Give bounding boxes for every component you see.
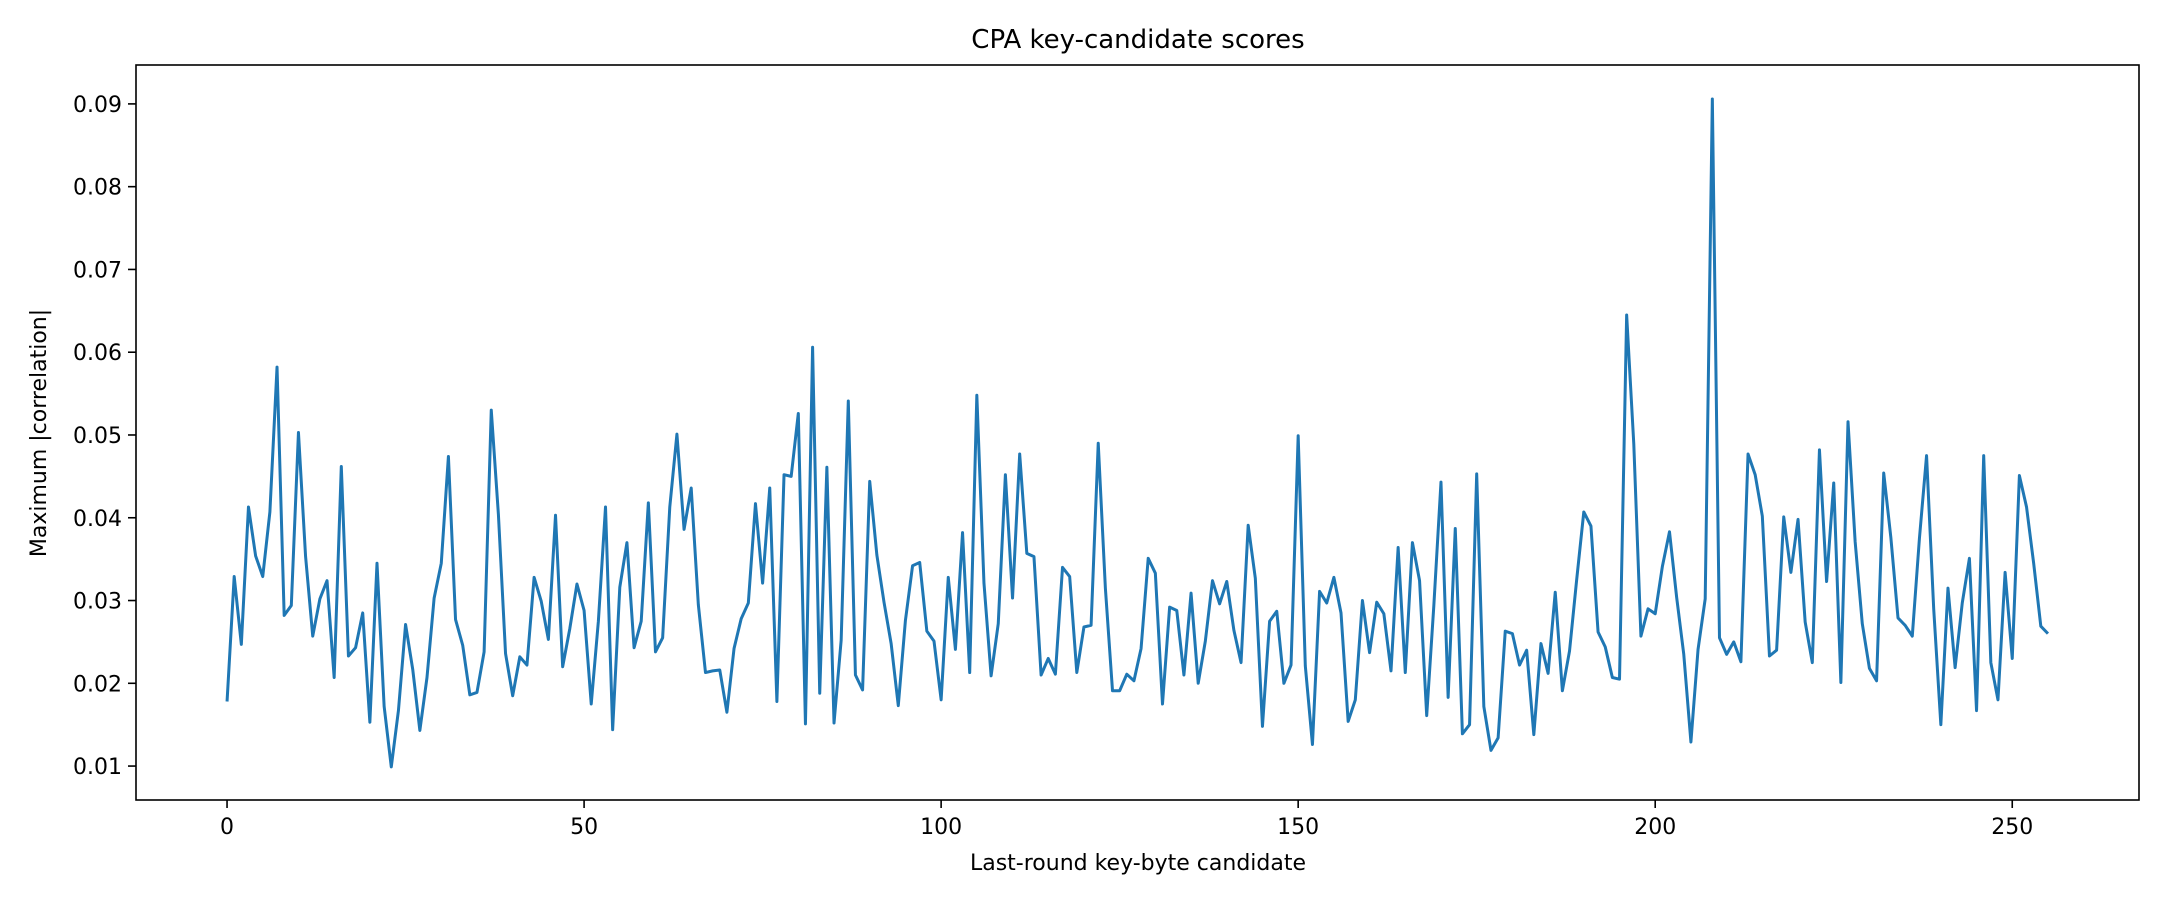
y-tick-label: 0.07: [73, 258, 122, 283]
x-tick-label: 200: [1634, 815, 1676, 840]
y-tick-label: 0.06: [73, 341, 122, 366]
plot-area: [225, 97, 2050, 769]
chart-title: CPA key-candidate scores: [971, 25, 1304, 55]
x-tick-label: 50: [570, 815, 598, 840]
x-tick-label: 250: [1991, 815, 2033, 840]
x-tick-label: 100: [920, 815, 962, 840]
y-tick-label: 0.02: [73, 672, 122, 697]
y-tick-label: 0.01: [73, 755, 122, 780]
y-tick-label: 0.08: [73, 176, 122, 201]
y-axis: 0.01 0.02 0.03 0.04 0.05 0.06 0.07 0.08 0.09: [73, 93, 136, 780]
x-tick-label: 150: [1277, 815, 1319, 840]
series-line: [225, 97, 2050, 769]
y-tick-label: 0.09: [73, 93, 122, 118]
y-tick-label: 0.03: [73, 590, 122, 615]
y-tick-label: 0.05: [73, 424, 122, 449]
x-axis: 0 50 100 150 200 250: [220, 800, 2033, 840]
y-axis-label: Maximum |correlation|: [27, 309, 52, 557]
y-tick-label: 0.04: [73, 507, 122, 532]
plot-frame: [135, 64, 2140, 801]
x-axis-label: Last-round key-byte candidate: [970, 851, 1306, 876]
x-tick-label: 0: [220, 815, 234, 840]
